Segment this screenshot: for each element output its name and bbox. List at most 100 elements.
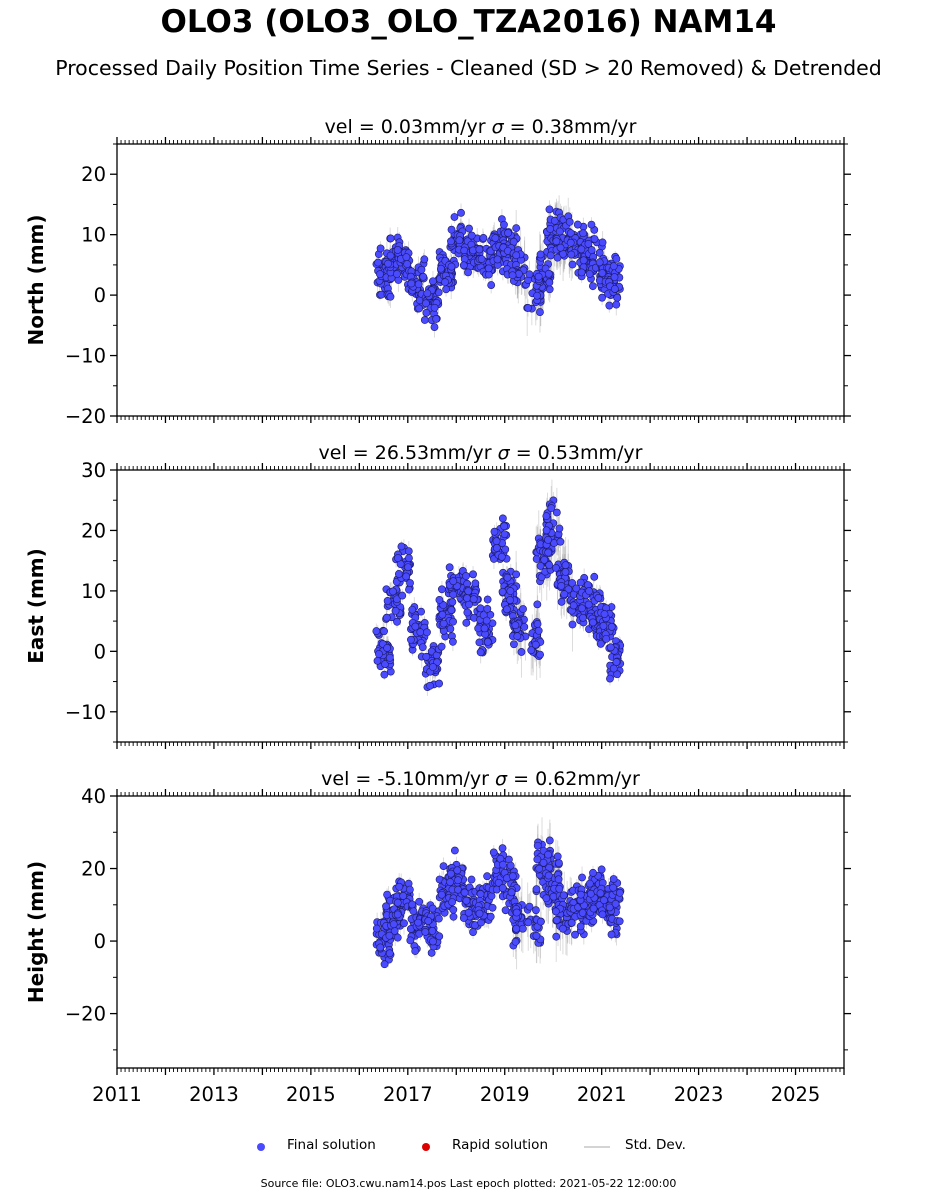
final-solution-point: [510, 640, 518, 649]
final-solution-point: [380, 627, 388, 636]
final-solution-point: [432, 315, 441, 323]
final-solution-point: [408, 605, 417, 614]
final-solution-point: [372, 924, 381, 933]
final-solution-point: [555, 227, 564, 236]
final-solution-point: [536, 250, 545, 259]
panel-1: vel = 26.53mm/yr σ = 0.53mm/yr −10 0 10 20 30…: [24, 442, 851, 749]
final-solution-point: [590, 235, 599, 243]
figure-subtitle: Processed Daily Position Time Series - C…: [55, 56, 882, 80]
final-solution-point: [382, 902, 390, 911]
final-solution-point: [405, 554, 413, 563]
final-solution-point: [415, 304, 424, 313]
final-solution-point: [568, 579, 577, 587]
final-solution-point: [459, 261, 468, 270]
final-solution-point: [533, 600, 542, 609]
figure-title: OLO3 (OLO3_OLO_TZA2016) NAM14: [160, 4, 777, 40]
final-solution-point: [447, 225, 456, 234]
final-solution-point: [590, 572, 599, 581]
final-solution-point: [414, 918, 423, 927]
final-solution-point: [584, 600, 593, 609]
final-solution-point: [552, 508, 561, 517]
final-solution-point: [482, 616, 491, 625]
final-solution-point: [435, 679, 444, 688]
final-solution-point: [469, 570, 477, 579]
final-solution-point: [442, 285, 451, 294]
final-solution-point: [417, 265, 426, 274]
final-solution-point: [373, 656, 382, 665]
panel-0: vel = 0.03mm/yr σ = 0.38mm/yr −20 −10 0 10 20…: [24, 116, 851, 428]
final-solution-point: [386, 234, 395, 243]
final-solution-point: [477, 255, 486, 263]
final-solution-point: [393, 246, 402, 254]
final-solution-point: [393, 617, 401, 626]
final-solution-point: [376, 270, 384, 279]
y-tick-label: 10: [81, 580, 106, 603]
final-solution-point: [561, 561, 570, 570]
final-solution-point: [524, 304, 532, 312]
final-solution-point: [380, 670, 389, 679]
final-solution-point: [566, 229, 575, 238]
final-solution-point: [594, 594, 603, 602]
final-solution-point: [438, 585, 446, 594]
final-solution-point: [520, 622, 529, 631]
position-timeseries-plots: vel = 0.03mm/yr σ = 0.38mm/yr −20 −10 0 10 20…: [24, 116, 851, 1106]
final-solution-point: [514, 269, 523, 278]
final-solution-point: [561, 568, 570, 576]
final-solution-point: [492, 544, 501, 552]
y-tick-label: 0: [94, 640, 106, 663]
final-solution-point: [375, 650, 383, 658]
final-solution-point: [577, 604, 586, 613]
final-solution-point: [533, 291, 542, 300]
final-solution-point: [405, 585, 413, 594]
final-solution-point: [508, 271, 517, 280]
final-solution-point: [598, 238, 607, 247]
final-solution-point: [560, 590, 569, 599]
final-solution-point: [407, 635, 415, 644]
final-solution-point: [579, 256, 588, 265]
final-solution-point: [546, 225, 555, 233]
final-solution-point: [598, 293, 606, 302]
final-solution-point: [465, 224, 473, 233]
final-solution-point: [447, 262, 456, 271]
final-solution-point: [430, 303, 439, 312]
final-solution-point: [389, 587, 397, 596]
final-solution-point: [449, 912, 458, 921]
final-solution-point: [421, 928, 430, 936]
final-solution-point: [471, 579, 480, 588]
final-solution-point: [545, 561, 554, 569]
final-solution-point: [487, 281, 496, 289]
final-solution-point: [475, 245, 484, 254]
final-solution-point: [483, 637, 492, 646]
final-solution-point: [393, 595, 401, 604]
final-solution-point: [406, 885, 414, 894]
final-solution-point: [542, 526, 551, 535]
final-solution-point: [448, 598, 457, 606]
final-solution-point: [376, 943, 385, 952]
final-solution-point: [437, 264, 445, 273]
final-solution-point: [542, 512, 551, 521]
final-solution-point: [476, 604, 485, 613]
final-solution-point: [380, 960, 389, 969]
y-tick-label: −20: [65, 405, 106, 428]
final-solution-point: [511, 621, 520, 630]
final-solution-point: [503, 573, 512, 582]
final-solution-point: [462, 618, 471, 627]
final-solution-point: [596, 639, 605, 648]
final-solution-point: [446, 878, 455, 886]
final-solution-point: [527, 646, 536, 655]
final-solution-point: [467, 231, 476, 240]
final-solution-point: [555, 524, 564, 533]
final-solution-point: [416, 628, 425, 637]
final-solution-point: [446, 625, 455, 633]
final-solution-point: [498, 514, 507, 523]
final-solution-point: [406, 936, 415, 945]
final-solution-point: [404, 563, 412, 572]
final-solution-point: [612, 254, 621, 263]
final-solution-point: [372, 627, 381, 635]
final-solution-point: [567, 250, 576, 259]
final-solution-point: [419, 272, 428, 281]
final-solution-point: [475, 638, 484, 647]
final-solution-point: [595, 248, 604, 257]
final-solution-point: [512, 224, 521, 233]
final-solution-point: [589, 618, 597, 627]
